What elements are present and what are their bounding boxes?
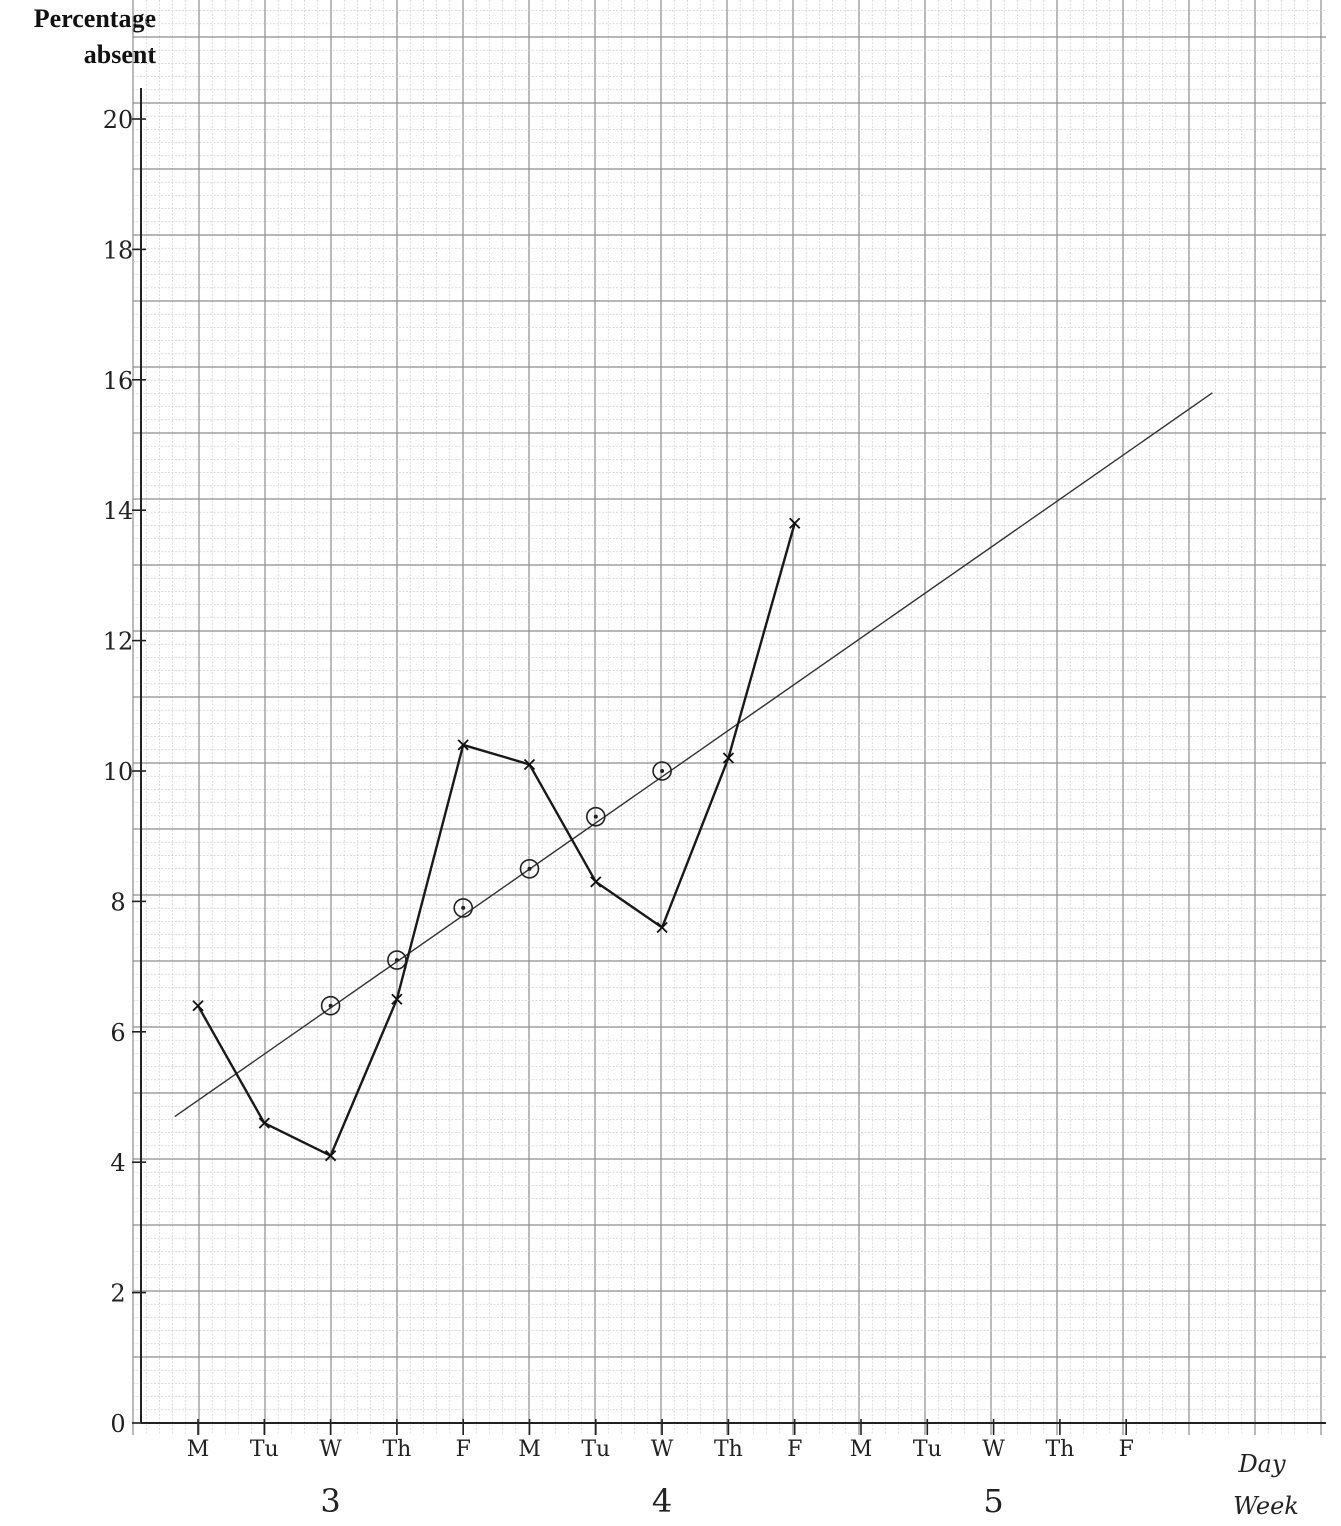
x-tick-label-day: F [1119,1437,1134,1462]
y-tick-label: 18 [103,236,134,264]
y-tick-label: 20 [103,106,134,134]
marker-dot [461,905,466,910]
trend-line-group [174,392,1213,1118]
y-tick-label: 12 [103,628,134,656]
cross-stroke [722,752,735,764]
cross-stroke [391,993,403,1005]
cross-stroke [656,921,668,934]
y-tick-label: 6 [110,1019,125,1047]
cross-stroke [523,758,536,771]
data-point-cross [789,517,801,529]
x-tick-label-day: Tu [913,1437,942,1462]
axes [132,88,1326,1435]
y-axis-label-line-2: absent [83,40,156,69]
data-point-moving-average [519,858,540,879]
y-tick-label: 14 [103,497,134,525]
x-tick-label-day: F [456,1437,471,1462]
data-point-cross [722,752,735,764]
x-week-label: 3 [320,1482,340,1520]
y-tick-label: 16 [103,367,134,395]
x-tick-label-day: Th [1045,1437,1074,1462]
cross-stroke [457,739,469,751]
x-tick-label-day: W [982,1437,1005,1462]
marker-circle [652,761,672,781]
series-line-daily [196,522,796,1157]
x-axis-day-label: Day [1237,1450,1286,1478]
x-tick-label-day: Th [382,1437,411,1462]
x-tick-label-day: M [187,1437,210,1462]
x-tick-label-day: Tu [250,1437,279,1462]
data-point-moving-average [387,950,407,970]
cross-stroke [192,1000,204,1012]
data-point-cross [590,876,602,888]
x-tick-label-day: Tu [581,1437,610,1462]
marker-circle [387,950,407,970]
data-point-cross [258,1117,270,1129]
cross-stroke [590,876,602,888]
x-tick-label-day: F [787,1437,802,1462]
y-tick-label: 4 [110,1149,125,1177]
data-point-moving-average [652,761,672,781]
marker-dot [660,769,665,773]
marker-dot [328,1003,333,1008]
x-tick-label-day: W [651,1437,674,1462]
data-point-moving-average [585,806,606,827]
data-point-cross [324,1150,337,1162]
tick-labels: 0 2 4 6 8 10 12 14 16 18 20 M Tu W Th F M Tu W Th F M Tu W Th F Da… [103,106,1299,1520]
trend-line [174,392,1213,1118]
y-tick-label: 8 [110,888,125,916]
data-point-moving-average [453,898,474,918]
marker-dot [527,866,532,871]
marker-circle [519,858,540,879]
x-week-label: 5 [983,1482,1003,1520]
marker-circle [453,898,474,918]
y-tick-label: 10 [103,758,134,786]
data-point-cross [391,993,403,1005]
y-tick-label: 2 [110,1280,125,1308]
x-tick-label-day: W [319,1437,342,1462]
x-week-label: 4 [652,1482,672,1520]
cross-stroke [324,1150,337,1162]
data-point-cross [523,758,536,771]
x-axis-week-label: Week [1233,1492,1299,1520]
data-point-cross [457,739,469,751]
marker-dot [593,814,598,819]
marker-circle [320,995,341,1016]
x-tick-label-day: M [850,1437,873,1462]
y-tick-label: 0 [110,1410,125,1438]
x-tick-label-day: Th [714,1437,743,1462]
y-axis-label-line-1: Percentage [33,4,156,33]
marker-circle [585,806,606,827]
series-group [192,517,801,1162]
data-point-moving-average [320,995,341,1016]
cross-stroke [789,517,801,529]
x-tick-label-day: M [518,1437,541,1462]
data-point-cross [192,1000,204,1012]
graph-paper-grid [132,0,1326,1435]
marker-dot [394,958,399,963]
cross-stroke [258,1117,270,1129]
data-point-cross [656,921,668,934]
